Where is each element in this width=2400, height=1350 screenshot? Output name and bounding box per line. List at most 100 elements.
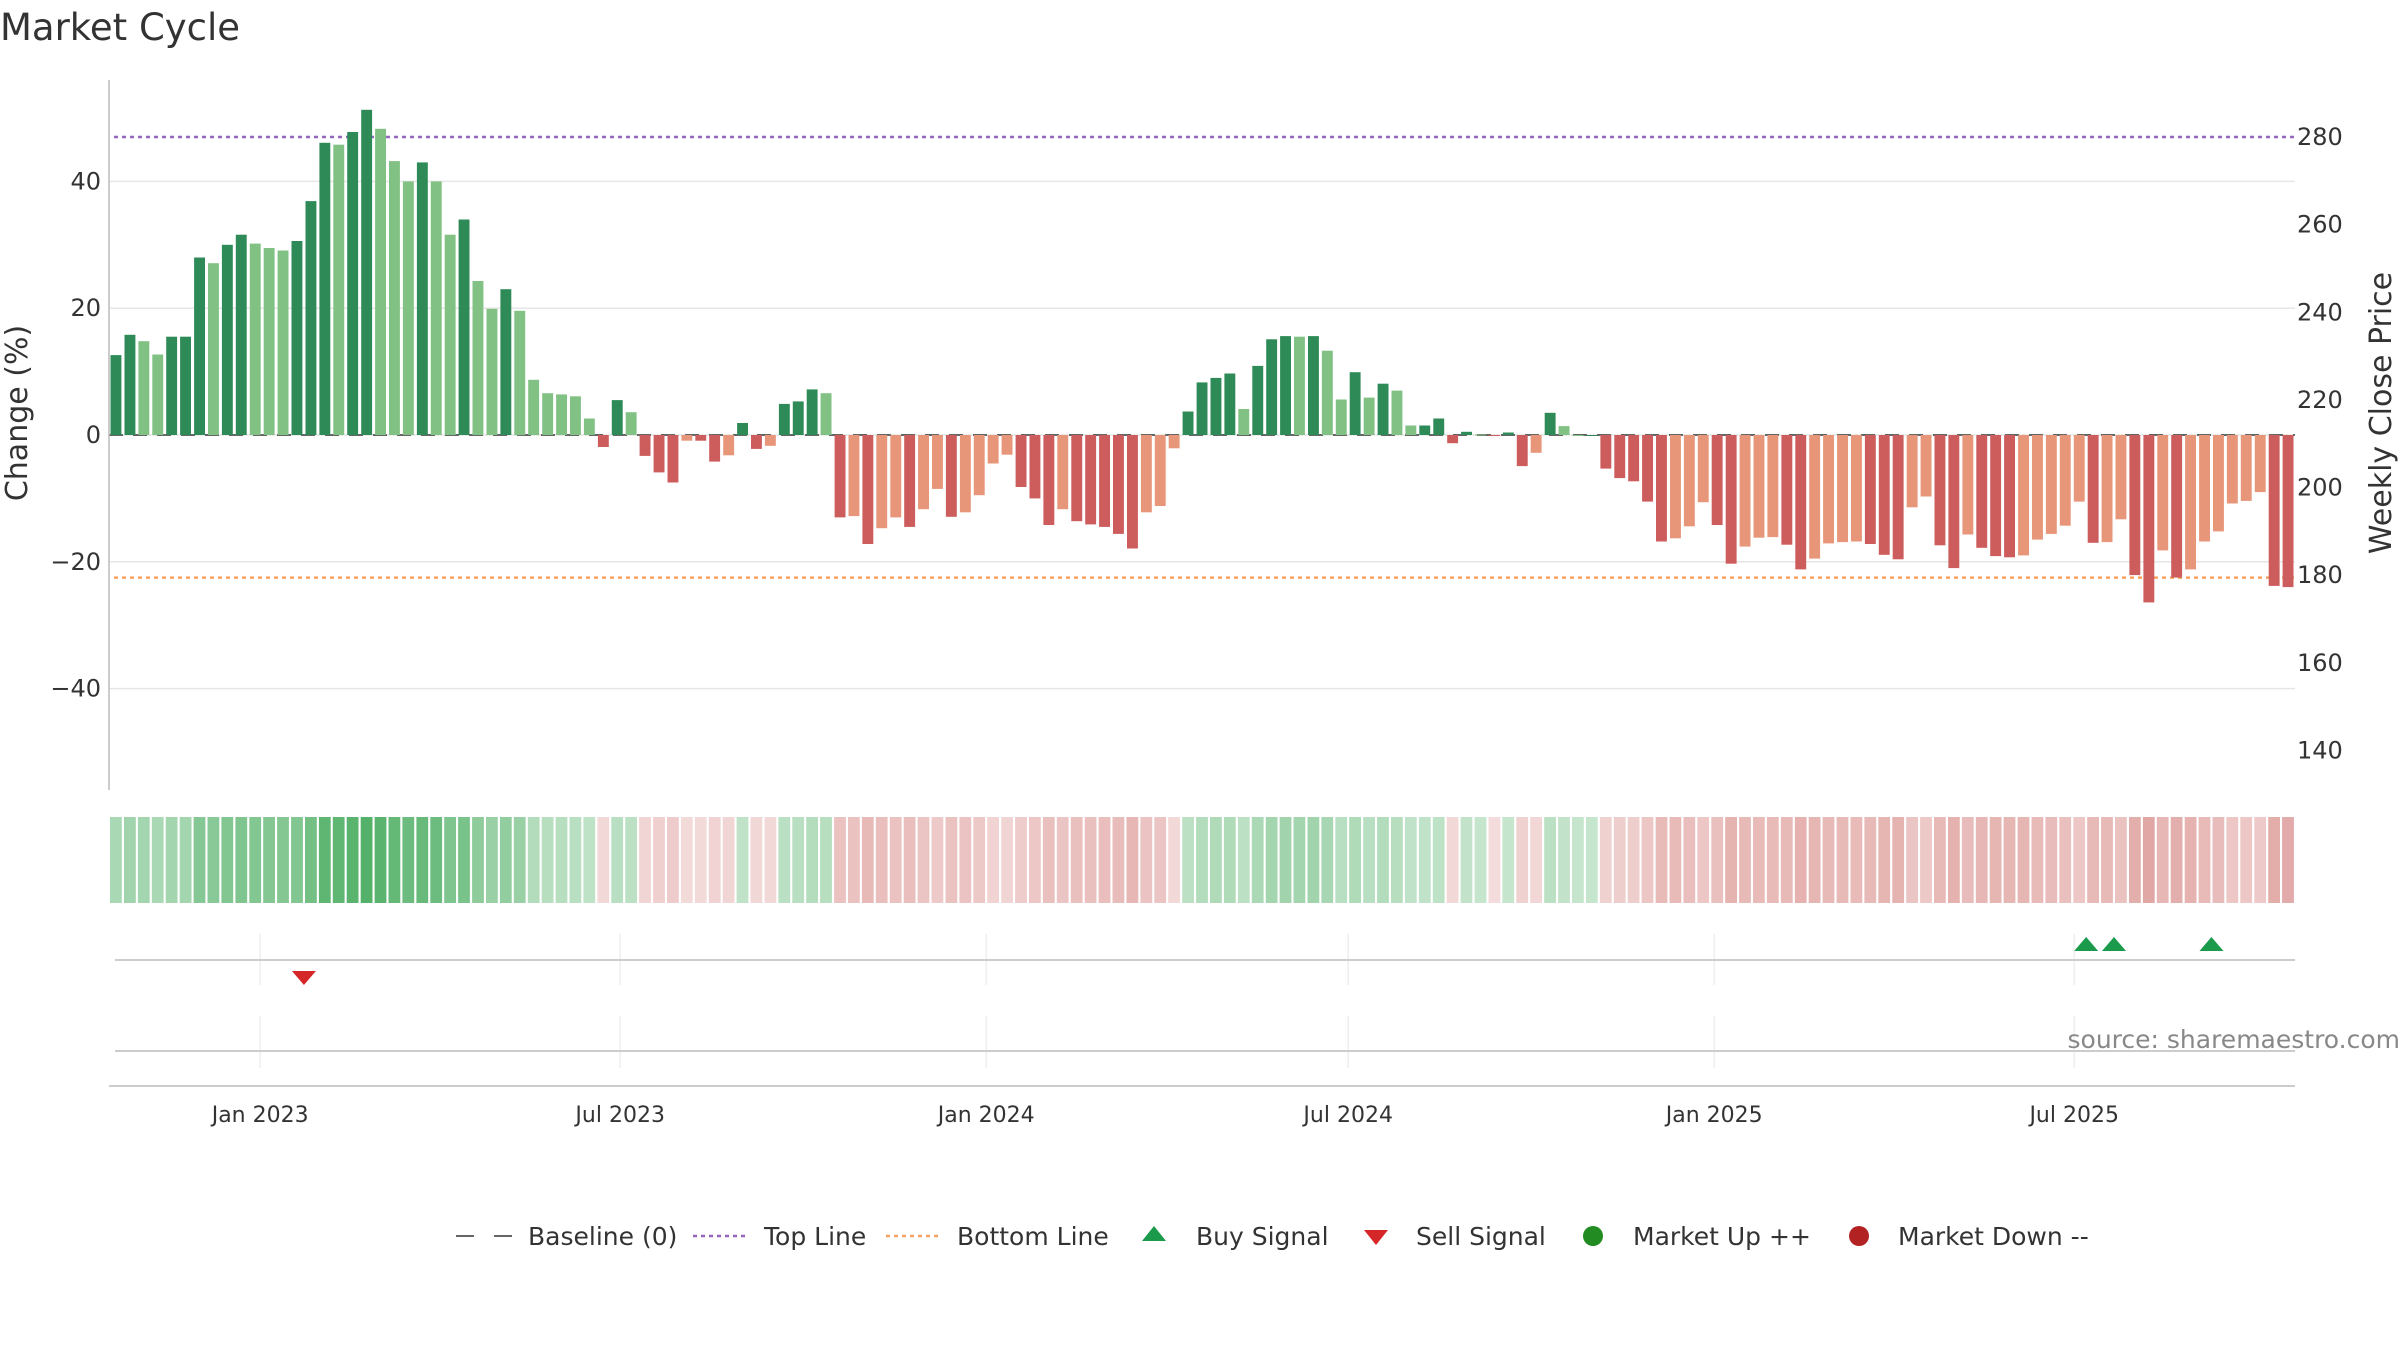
heat-cell (1655, 817, 1668, 903)
heat-cell (2254, 817, 2267, 903)
heat-cell (1084, 817, 1097, 903)
bar (2143, 435, 2155, 603)
bar (2282, 435, 2294, 588)
bar (1628, 435, 1640, 482)
heat-cell (1725, 817, 1737, 903)
heat-cell (1753, 817, 1765, 903)
heat-cell (653, 817, 665, 903)
bar (347, 132, 359, 435)
bar (597, 435, 609, 447)
bar (1711, 435, 1723, 525)
legend-label: Market Down -- (1898, 1222, 2089, 1251)
heat-cell (360, 817, 373, 903)
legend-down-symbol (1849, 1226, 1869, 1246)
bar (973, 435, 985, 496)
bar (375, 128, 386, 436)
bar (681, 435, 693, 441)
heat-cell (1293, 817, 1306, 903)
heat-cell (124, 817, 136, 903)
legend-label: Sell Signal (1416, 1222, 1546, 1251)
heat-cell (1948, 817, 1960, 903)
heat-cell (569, 817, 582, 903)
bar (1767, 435, 1779, 538)
heat-cell (374, 817, 387, 903)
bar (2004, 435, 2015, 558)
heat-cell (458, 817, 470, 903)
heat-cell (2031, 817, 2044, 903)
bar (2268, 435, 2280, 586)
bar (1419, 425, 1431, 435)
heat-cell (583, 817, 596, 903)
heat-cell (1265, 817, 1278, 903)
bar (1795, 435, 1807, 570)
bar (416, 162, 428, 435)
heat-cell (1906, 817, 1918, 903)
heat-cell (1558, 817, 1570, 903)
sell-signal-marker (291, 971, 316, 985)
x-tick-label: Jul 2023 (573, 1103, 665, 1128)
bar (1878, 435, 1890, 555)
heat-cell (513, 817, 526, 903)
heat-cell (875, 817, 888, 903)
bar (945, 435, 957, 517)
bar (1948, 435, 1960, 569)
bar (778, 403, 790, 435)
bar (514, 310, 526, 436)
bar (1001, 435, 1013, 455)
heat-cell (1182, 817, 1194, 903)
bar (1837, 435, 1848, 543)
bar (2226, 435, 2238, 504)
bar (124, 334, 136, 435)
legend-item-bottom: Bottom Line (886, 1222, 1109, 1251)
heat-cell (1460, 817, 1473, 903)
heat-cell (541, 817, 554, 903)
legend-item-baseline: Baseline (0) (456, 1222, 677, 1251)
bar (2254, 435, 2266, 493)
bar (458, 219, 470, 435)
heat-cell (1098, 817, 1111, 903)
bar (890, 435, 902, 518)
bar (319, 142, 331, 436)
y-right-tick-label: 260 (2297, 211, 2343, 239)
y-left-tick-label: 40 (70, 167, 101, 195)
bar (1447, 435, 1459, 444)
heat-cell (917, 817, 930, 903)
heat-cell (2017, 817, 2030, 903)
heat-cell (1683, 817, 1696, 903)
heat-cell (1210, 817, 1222, 903)
bar (653, 435, 665, 473)
heat-cell (249, 817, 262, 903)
bar (723, 435, 735, 456)
heat-cell (2212, 817, 2225, 903)
heat-cell (667, 817, 679, 903)
y-left-tick-label: −20 (50, 548, 101, 576)
bar (1168, 435, 1180, 449)
bar (500, 289, 512, 435)
legend-item-buy: Buy Signal (1142, 1222, 1329, 1251)
heat-cell (2059, 817, 2072, 903)
y-right-tick-label: 160 (2297, 649, 2343, 677)
bar (987, 435, 999, 464)
bar (1739, 435, 1751, 547)
y-right-tick-label: 200 (2297, 474, 2343, 502)
heat-cell (1502, 817, 1515, 903)
bar (904, 435, 916, 527)
bar (751, 435, 762, 449)
bar (1154, 435, 1166, 506)
heat-cell (1279, 817, 1292, 903)
heat-cell (110, 817, 122, 903)
bar (1586, 435, 1598, 436)
heat-cell (1697, 817, 1710, 903)
bar (2101, 435, 2113, 543)
heat-cell (1850, 817, 1863, 903)
bar (2087, 435, 2099, 543)
heat-cell (2003, 817, 2016, 903)
bar (1544, 412, 1556, 435)
bar (1182, 411, 1194, 435)
heat-cell (1404, 817, 1417, 903)
bar (1670, 435, 1681, 539)
bar (1697, 435, 1709, 503)
bar (333, 144, 345, 435)
heat-cell (820, 817, 832, 903)
